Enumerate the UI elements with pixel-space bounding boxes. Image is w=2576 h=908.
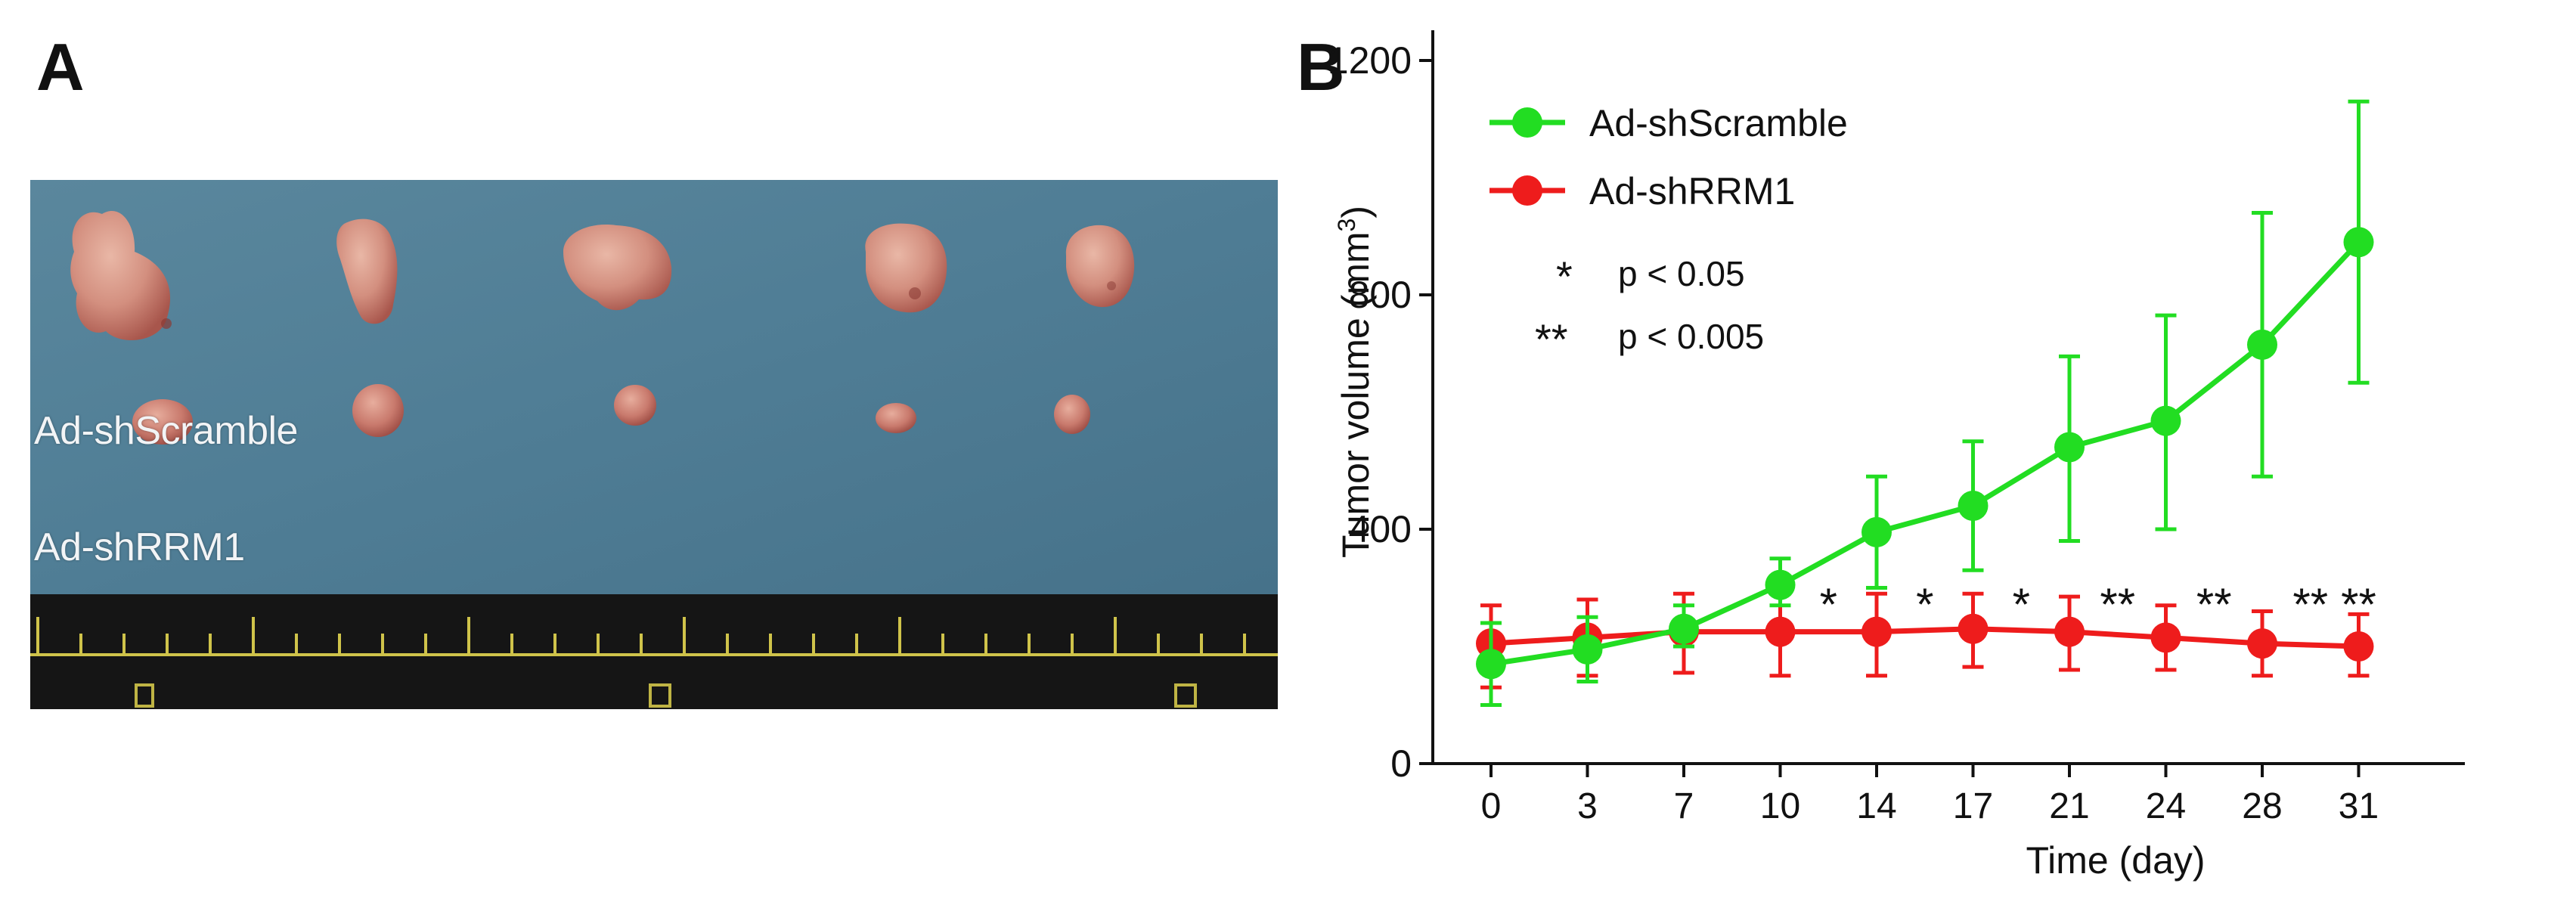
x-tick-label: 17 xyxy=(1953,786,1993,826)
chart-legend: Ad-shScramble Ad-shRRM1 * p < 0.05 ** p … xyxy=(1489,102,1848,363)
significance-marker: ** xyxy=(2341,579,2376,630)
ruler-numbers xyxy=(135,683,1197,708)
data-point xyxy=(1476,649,1506,680)
series-line xyxy=(1490,626,2359,649)
tumor-photo: Ad-shScramble Ad-shRRM1 xyxy=(30,180,1278,709)
data-point xyxy=(2247,329,2277,360)
significance-marker: ** xyxy=(2196,579,2232,630)
data-point xyxy=(1861,616,1892,647)
data-point xyxy=(1669,613,1699,644)
ruler-ticks xyxy=(36,617,1246,655)
y-tick-label: 400 xyxy=(1349,508,1412,550)
tumor-scramble-3 xyxy=(563,225,672,311)
tumor-volume-chart: 0 400 800 1200 0 3 7 10 14 17 21 24 28 31 * * * ** ** ** **… xyxy=(1316,0,2571,908)
significance-marker: * xyxy=(1916,579,1933,630)
tumor-rrm1-3 xyxy=(614,385,656,426)
tumor-rrm1-1 xyxy=(132,399,193,445)
significance-marker: ** xyxy=(2292,579,2328,630)
x-tick-label: 7 xyxy=(1674,786,1694,826)
tumor-rrm1-4 xyxy=(876,403,916,433)
significance-marker: * xyxy=(1820,579,1837,630)
y-axis-label: Tumor volume (mm3) xyxy=(1333,206,1377,558)
panel-b-letter: B xyxy=(1297,29,1345,104)
data-point xyxy=(2150,405,2181,436)
tumor-scramble-4 xyxy=(865,223,947,313)
legend-label-rrm1: Ad-shRRM1 xyxy=(1589,170,1795,212)
sig-key-1-marker: * xyxy=(1556,253,1573,300)
data-point xyxy=(2054,432,2085,463)
x-tick-label: 24 xyxy=(2146,786,2186,826)
rrm1-tumors xyxy=(132,384,1090,445)
significance-markers: * * * ** ** ** ** xyxy=(1820,579,2376,630)
series-line xyxy=(1490,240,2361,667)
data-point xyxy=(2247,628,2277,659)
chart-series xyxy=(1476,99,2374,707)
legend-marker-rrm1 xyxy=(1512,175,1542,206)
y-tick-label: 1200 xyxy=(1328,39,1412,82)
x-tick-label: 31 xyxy=(2339,786,2379,826)
data-point xyxy=(1765,569,1796,600)
sig-key-2-marker: ** xyxy=(1535,315,1568,363)
series-ad-shscramble xyxy=(1476,99,2374,707)
data-point xyxy=(1765,616,1796,647)
data-point xyxy=(1861,516,1892,547)
x-tick-label: 10 xyxy=(1760,786,1800,826)
legend-marker-scramble xyxy=(1512,107,1542,138)
ruler xyxy=(30,594,1278,709)
y-tick-label: 800 xyxy=(1349,274,1412,316)
panel-a-letter: A xyxy=(36,29,85,104)
chart-axes: 0 400 800 1200 0 3 7 10 14 17 21 24 28 31 xyxy=(1328,30,2465,826)
y-tick-label: 0 xyxy=(1390,742,1412,785)
tumor-scramble-5 xyxy=(1065,225,1135,308)
tumor-rrm1-5 xyxy=(1054,395,1090,434)
x-tick-label: 0 xyxy=(1481,786,1502,826)
significance-marker: * xyxy=(2013,579,2030,630)
label-ad-shscramble: Ad-shScramble xyxy=(34,409,298,453)
tumor-rrm1-2 xyxy=(352,384,404,437)
scramble-tumors xyxy=(70,211,1135,340)
data-point xyxy=(2054,616,2085,647)
sig-key-2-text: p < 0.005 xyxy=(1618,317,1764,356)
x-tick-label: 28 xyxy=(2242,786,2282,826)
significance-marker: ** xyxy=(2100,579,2135,630)
sig-key-1-text: p < 0.05 xyxy=(1618,254,1745,293)
label-ad-shrrm1: Ad-shRRM1 xyxy=(34,525,245,569)
data-point xyxy=(1958,613,1989,644)
data-point xyxy=(1572,634,1603,665)
x-axis-label: Time (day) xyxy=(2026,839,2205,882)
data-point xyxy=(2343,631,2374,662)
data-point xyxy=(1958,491,1989,521)
data-point xyxy=(2150,622,2181,653)
tumor-scramble-1 xyxy=(70,211,171,340)
x-tick-label: 3 xyxy=(1577,786,1598,826)
tumor-scramble-2 xyxy=(336,218,398,324)
data-point xyxy=(2343,227,2374,258)
x-tick-label: 14 xyxy=(1856,786,1896,826)
legend-label-scramble: Ad-shScramble xyxy=(1589,102,1848,144)
x-tick-label: 21 xyxy=(2049,786,2089,826)
